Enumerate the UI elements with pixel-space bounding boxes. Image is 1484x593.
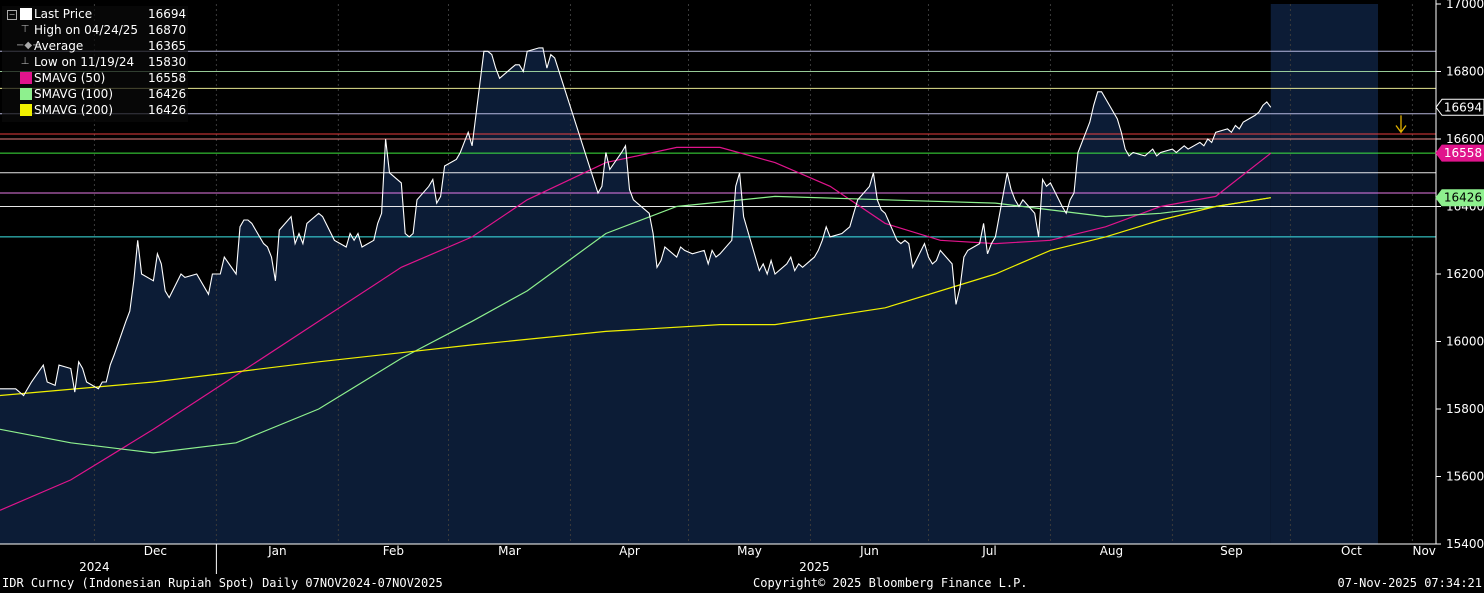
y-tick-label: 16000 [1446,335,1484,349]
legend-swatch [20,8,32,20]
x-tick-label-month: Apr [619,544,640,558]
y-tick-label: 16200 [1446,267,1484,281]
legend-value: 16365 [148,39,187,53]
x-tick-label-month: Aug [1100,544,1123,558]
axis-value-badge-label: 16426 [1444,191,1482,205]
chart-footer-timestamp: 07-Nov-2025 07:34:21 [1337,576,1483,590]
legend-label: SMAVG (50) [34,71,106,85]
chart-footer-left: IDR Curncy (Indonesian Rupiah Spot) Dail… [2,576,443,590]
y-tick-label: 15600 [1446,470,1484,484]
legend-label: SMAVG (100) [34,87,114,101]
avg-marker-icon: −◆− [16,40,41,51]
y-tick-label: 15400 [1446,537,1484,551]
series-line-smavg-100 [0,195,1271,454]
axis-value-badge-box [1435,189,1484,207]
high-marker-icon: ⊤ [20,24,30,35]
legend-value: 15830 [148,55,187,69]
legend-label: Last Price [34,7,93,21]
x-tick-label-month: May [737,544,762,558]
x-tick-label-year: 2025 [799,560,830,574]
axis-value-badge: 16694 [1435,98,1484,116]
series-line-smavg-200 [0,197,1271,397]
legend-swatch [20,72,32,84]
series-line-last-price [0,47,1272,397]
axis-value-badge: 16558 [1435,144,1484,162]
y-tick-label: 16800 [1446,65,1484,79]
x-tick-label-month: Sep [1220,544,1243,558]
x-tick-label-month: Oct [1341,544,1362,558]
axis-value-badge-box [1435,98,1484,116]
x-tick-label-month: Jul [981,544,996,558]
legend-item: SMAVG (50) 16558 [2,70,188,86]
legend-item: ⊤ High on 04/24/25 16870 [2,22,188,38]
y-tick-label: 16600 [1446,132,1484,146]
axis-value-badge-label: 16558 [1444,146,1482,160]
x-tick-label-month: Dec [144,544,167,558]
legend-value: 16558 [148,71,187,85]
legend-item: Last Price 16694 [2,6,188,22]
x-tick-label-month: Jan [267,544,287,558]
chart-legend: Last Price 16694 ⊤ High on 04/24/25 16870 −◆−… [2,6,188,122]
legend-value: 16870 [148,23,187,37]
x-tick-label-month: Mar [498,544,521,558]
legend-item: SMAVG (100) 16426 [2,86,188,102]
x-tick-label-month: Jun [859,544,879,558]
axis-value-badge-label: 16694 [1444,100,1482,114]
legend-label: High on 04/24/25 [34,23,139,37]
legend-item: ⊥ Low on 11/19/24 15830 [2,54,188,70]
legend-item: −◆− Average 16365 [2,38,188,54]
price-area-fill [0,47,1271,545]
legend-label: SMAVG (200) [34,103,114,117]
area-extension [1270,4,1378,544]
y-tick-label: 15800 [1446,402,1484,416]
legend-value: 16426 [148,103,187,117]
legend-value: 16694 [148,7,187,21]
axis-value-badge: 16426 [1435,189,1484,207]
chart-footer-copyright: Copyright© 2025 Bloomberg Finance L.P. [753,576,1028,590]
legend-swatch [20,88,32,100]
legend-label: Average [34,39,84,53]
legend-collapse-icon[interactable]: − [7,10,17,20]
axis-value-badge-box [1435,144,1484,162]
x-tick-label-month: Nov [1412,544,1435,558]
x-tick-label-year: 2024 [79,560,110,574]
series-line-smavg-50 [0,146,1272,511]
legend-swatch [20,104,32,116]
y-tick-label: 17000 [1446,0,1484,11]
legend-value: 16426 [148,87,187,101]
legend-label: Low on 11/19/24 [34,55,135,69]
legend-item: SMAVG (200) 16426 [2,102,188,118]
x-tick-label-month: Feb [383,544,404,558]
low-marker-icon: ⊥ [20,56,30,67]
trend-arrow-icon [1395,115,1407,134]
